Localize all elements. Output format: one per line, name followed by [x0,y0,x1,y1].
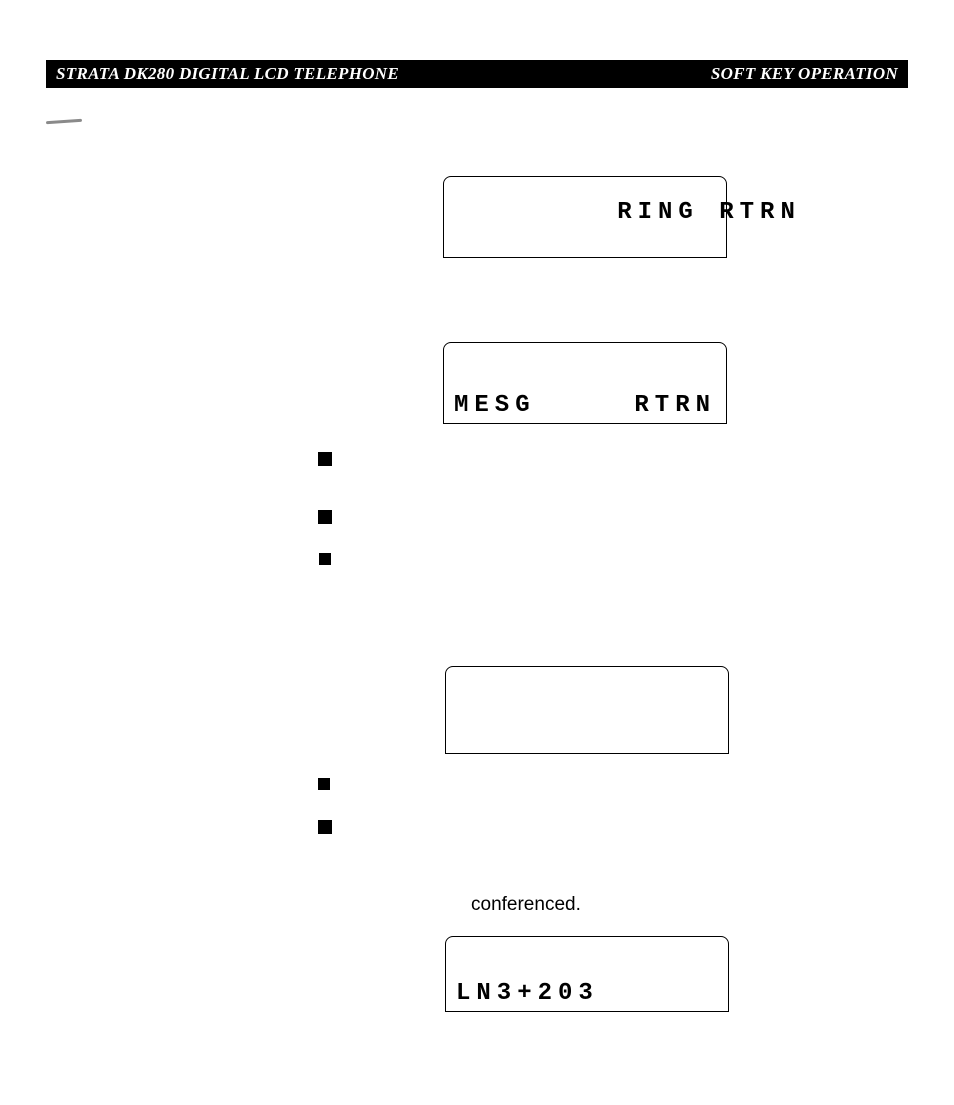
lcd-display-4: LN3+203 [445,936,729,1012]
body-text-conferenced: conferenced. [471,894,581,916]
header-right: SOFT KEY OPERATION [711,64,898,84]
lcd-4-left-text: LN3+203 [456,980,599,1007]
lcd-1-rtrn: RTRN [719,199,801,226]
lcd-1-right-text: RING RTRN [454,172,801,253]
page: STRATA DK280 DIGITAL LCD TELEPHONE SOFT … [0,0,954,1105]
bullet-square [318,510,332,524]
header-bar: STRATA DK280 DIGITAL LCD TELEPHONE SOFT … [46,60,908,88]
lcd-4-bottom-line: LN3+203 [446,980,728,1007]
lcd-display-2: MESG RTRN [443,342,727,424]
bullet-square [318,452,332,466]
lcd-2-rtrn: RTRN [634,392,716,419]
lcd-1-bottom-line: RING RTRN [444,172,726,253]
header-left: STRATA DK280 DIGITAL LCD TELEPHONE [56,64,399,84]
bullet-square [318,778,330,790]
lcd-display-3 [445,666,729,754]
lcd-2-bottom-line: MESG RTRN [444,392,726,419]
lcd-1-ring: RING [617,199,699,226]
bullet-square [319,553,331,565]
scan-artifact [46,119,82,125]
lcd-2-mesg: MESG [454,392,536,419]
bullet-square [318,820,332,834]
lcd-display-1: RING RTRN [443,176,727,258]
